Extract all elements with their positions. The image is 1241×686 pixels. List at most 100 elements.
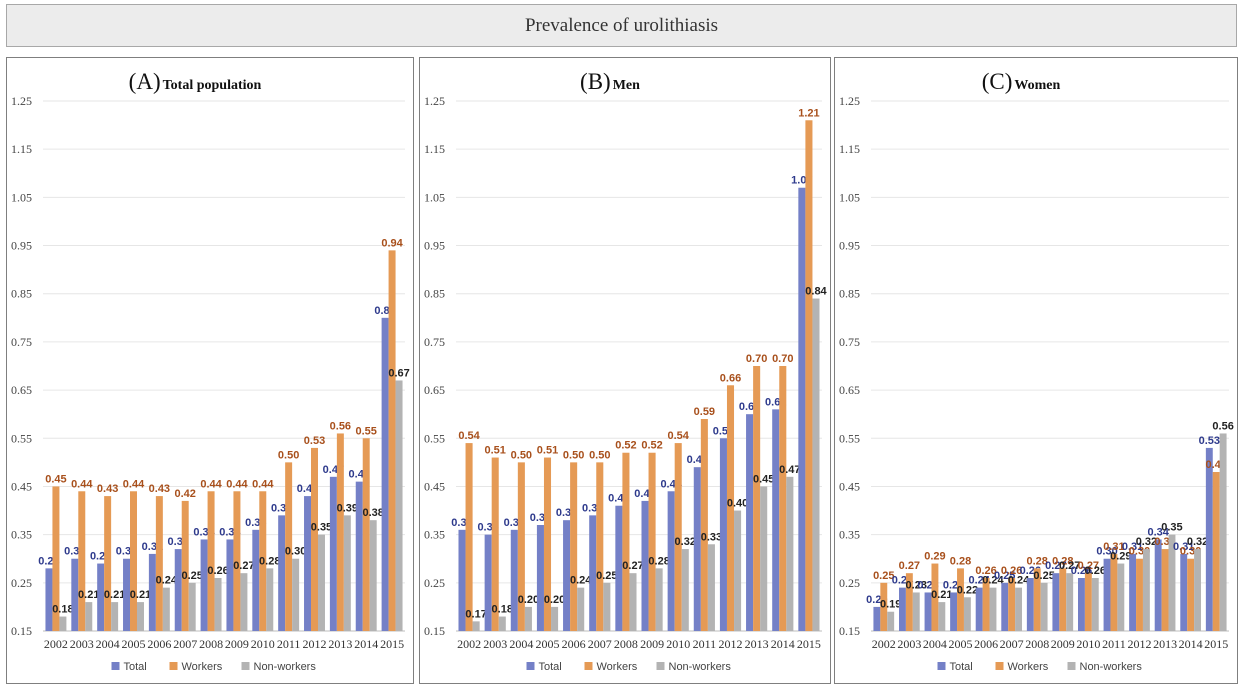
bar-workers: [1084, 573, 1092, 631]
data-label-non-workers: 0.27: [622, 560, 643, 572]
bar-non-workers: [603, 582, 611, 631]
bar-total: [719, 438, 727, 631]
bar-total: [641, 500, 649, 631]
bar-non-workers: [1117, 563, 1125, 631]
x-tick-label: 2003: [483, 637, 507, 651]
data-label-workers: 0.25: [873, 570, 894, 582]
x-tick-label: 2012: [719, 637, 743, 651]
bar-total: [899, 587, 906, 631]
legend-label-non-workers: Non-workers: [669, 661, 732, 673]
chart-men: (B) Men 0.15 0.25 0.35 0.45 0.55 0.65 0.75 0.85 0.…: [424, 69, 828, 673]
legend-swatch-non-workers: [656, 662, 665, 670]
x-tick-label: 2015: [797, 637, 821, 651]
bar-non-workers: [812, 298, 820, 631]
bar-workers: [1033, 568, 1041, 631]
bar-total: [536, 525, 544, 631]
data-label-non-workers: 0.67: [388, 367, 409, 379]
bar-workers: [753, 366, 761, 631]
bar-workers: [517, 462, 525, 631]
bar-workers: [674, 443, 682, 631]
x-tick-label: 2004: [923, 637, 947, 651]
x-tick-label: 2005: [536, 637, 560, 651]
bar-non-workers: [1194, 549, 1201, 631]
bar-total: [1180, 553, 1188, 631]
x-tick-label: 2011: [693, 637, 717, 651]
bar-non-workers: [162, 587, 170, 631]
panel-women: (C) Women 0.15 0.25 0.35 0.45 0.55 0.65 0.75 0.85…: [834, 57, 1238, 684]
bar-workers: [259, 491, 267, 631]
panel-label: (B): [580, 69, 611, 94]
data-label-workers: 0.44: [226, 478, 248, 490]
bar-non-workers: [734, 510, 742, 631]
bar-workers: [388, 250, 396, 631]
bar-workers: [207, 491, 215, 631]
panel-title: Total population: [163, 78, 262, 93]
data-label-non-workers: 0.27: [233, 560, 254, 572]
bar-total: [278, 515, 286, 631]
bar-non-workers: [85, 602, 93, 631]
y-tick-label: 0.65: [11, 383, 32, 397]
x-tick-label: 2015: [1204, 637, 1228, 651]
bar-total: [304, 496, 312, 631]
bar-non-workers: [1142, 549, 1150, 631]
bar-non-workers: [963, 597, 971, 631]
bar-workers: [130, 491, 137, 631]
bar-workers: [726, 385, 735, 631]
data-label-non-workers: 0.23: [906, 579, 927, 591]
x-tick-label: 2014: [1179, 637, 1203, 651]
x-tick-label: 2004: [509, 637, 533, 651]
bar-workers: [880, 582, 888, 631]
data-label-non-workers: 0.27: [1059, 560, 1080, 572]
figure-title: Prevalence of urolithiasis: [6, 4, 1237, 47]
bar-workers: [622, 452, 630, 631]
bar-non-workers: [1040, 582, 1048, 631]
y-tick-label: 0.55: [11, 431, 32, 445]
data-label-workers: 0.53: [304, 435, 325, 447]
data-label-workers: 0.50: [278, 449, 299, 461]
y-tick-label: 0.45: [839, 479, 860, 493]
x-tick-label: 2010: [1076, 637, 1100, 651]
bar-total: [1078, 578, 1085, 631]
data-label-workers: 0.54: [668, 430, 690, 442]
bar-total: [975, 587, 983, 631]
bar-workers: [1059, 568, 1067, 631]
data-label-workers: 0.44: [123, 478, 145, 490]
data-label-non-workers: 0.21: [78, 589, 99, 601]
legend-swatch-total: [111, 662, 120, 670]
bar-non-workers: [1219, 433, 1227, 631]
bar-non-workers: [760, 486, 768, 631]
bar-non-workers: [989, 587, 997, 631]
bar-non-workers: [1168, 534, 1176, 631]
bar-workers: [285, 462, 293, 631]
y-tick-label: 0.95: [424, 239, 445, 253]
x-tick-label: 2012: [303, 637, 327, 651]
bar-non-workers: [59, 616, 67, 631]
x-tick-label: 2013: [745, 637, 769, 651]
data-label-workers: 0.28: [1027, 555, 1048, 567]
bar-non-workers: [707, 544, 715, 631]
y-tick-label: 0.15: [424, 624, 445, 638]
data-label-non-workers: 0.24: [156, 575, 178, 587]
data-label-non-workers: 0.21: [130, 589, 151, 601]
bar-total: [1103, 558, 1111, 631]
data-label-workers: 0.43: [149, 483, 170, 495]
bar-total: [746, 414, 754, 631]
x-tick-label: 2008: [199, 637, 223, 651]
bar-non-workers: [1015, 587, 1022, 631]
legend-label-total: Total: [124, 661, 147, 673]
bar-workers: [362, 438, 370, 631]
data-label-total: 0.31: [1173, 541, 1194, 553]
data-label-non-workers: 0.26: [207, 565, 228, 577]
bar-total: [97, 563, 105, 631]
data-label-workers: 1.21: [798, 107, 819, 119]
y-tick-label: 0.55: [839, 431, 860, 445]
y-tick-label: 0.25: [11, 576, 32, 590]
x-tick-label: 2011: [1102, 637, 1126, 651]
data-label-non-workers: 0.32: [1187, 536, 1208, 548]
bar-non-workers: [524, 606, 532, 631]
y-tick-label: 1.15: [839, 142, 860, 156]
y-tick-label: 0.25: [424, 576, 445, 590]
y-tick-label: 0.15: [839, 624, 860, 638]
data-label-workers: 0.51: [537, 445, 558, 457]
legend-swatch-workers: [169, 662, 178, 670]
